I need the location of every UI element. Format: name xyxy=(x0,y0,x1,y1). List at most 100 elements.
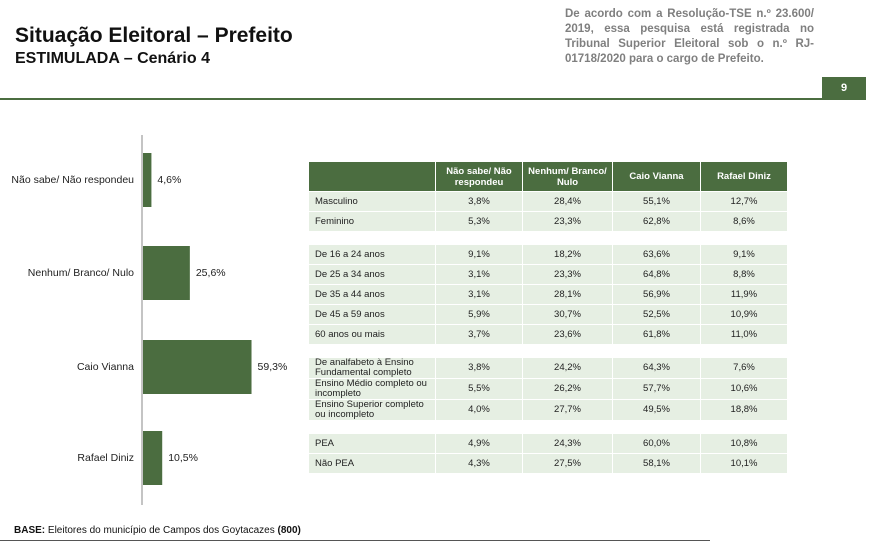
column-header: Rafael Diniz xyxy=(700,161,788,192)
footer-label: BASE: xyxy=(14,525,46,536)
cell: 8,6% xyxy=(700,211,788,232)
table-row: De 45 a 59 anos 5,9% 30,7% 52,5% 10,9% xyxy=(308,304,788,325)
cell: 60,0% xyxy=(612,433,701,454)
table-row: 60 anos ou mais 3,7% 23,6% 61,8% 11,0% xyxy=(308,324,788,345)
cell: 64,8% xyxy=(612,264,701,285)
table-row: De analfabeto à Ensino Fundamental compl… xyxy=(308,357,788,379)
cell: 11,0% xyxy=(700,324,788,345)
bar xyxy=(143,153,152,207)
bar xyxy=(143,246,190,300)
column-header: Nenhum/ Branco/ Nulo xyxy=(522,161,613,192)
row-label: Feminino xyxy=(308,211,436,232)
cell: 52,5% xyxy=(612,304,701,325)
cell: 11,9% xyxy=(700,284,788,305)
footer-text: Eleitores do município de Campos dos Goy… xyxy=(47,525,275,536)
subtitle: ESTIMULADA – Cenário 4 xyxy=(15,50,210,67)
data-table: Não sabe/ Não respondeu Nenhum/ Branco/ N… xyxy=(308,161,788,474)
cell: 7,6% xyxy=(700,357,788,379)
table-row: De 16 a 24 anos 9,1% 18,2% 63,6% 9,1% xyxy=(308,244,788,265)
table-row: PEA 4,9% 24,3% 60,0% 10,8% xyxy=(308,433,788,454)
value-label: 10,5% xyxy=(168,452,198,464)
cell: 4,3% xyxy=(435,453,523,474)
row-label: De 45 a 59 anos xyxy=(308,304,436,325)
cell: 56,9% xyxy=(612,284,701,305)
header-rule xyxy=(0,98,822,100)
table-row: Ensino Médio completo ou incompleto 5,5% 2… xyxy=(308,378,788,400)
cell: 3,1% xyxy=(435,264,523,285)
cell: 57,7% xyxy=(612,378,701,400)
group-gap xyxy=(308,231,788,245)
row-label: Ensino Superior completo ou incompleto xyxy=(308,399,436,421)
bar xyxy=(143,340,252,394)
cell: 26,2% xyxy=(522,378,613,400)
cell: 30,7% xyxy=(522,304,613,325)
cell: 18,8% xyxy=(700,399,788,421)
cell: 3,8% xyxy=(435,357,523,379)
cell: 3,8% xyxy=(435,191,523,212)
table-row: De 35 a 44 anos 3,1% 28,1% 56,9% 11,9% xyxy=(308,284,788,305)
row-label: De 35 a 44 anos xyxy=(308,284,436,305)
cell: 9,1% xyxy=(435,244,523,265)
gap-cell xyxy=(308,231,788,245)
cell: 62,8% xyxy=(612,211,701,232)
cell: 10,6% xyxy=(700,378,788,400)
cell: 64,3% xyxy=(612,357,701,379)
cell: 5,3% xyxy=(435,211,523,232)
footer: BASE: Eleitores do município de Campos d… xyxy=(14,525,301,536)
page-number: 9 xyxy=(822,77,866,100)
column-header: Não sabe/ Não respondeu xyxy=(435,161,523,192)
cell: 4,0% xyxy=(435,399,523,421)
cell: 28,1% xyxy=(522,284,613,305)
cell: 28,4% xyxy=(522,191,613,212)
chart: Não sabe/ Não respondeu 4,6% Nenhum/ Branc… xyxy=(11,135,288,505)
cell: 10,8% xyxy=(700,433,788,454)
group-gap xyxy=(308,344,788,358)
cell: 58,1% xyxy=(612,453,701,474)
cell: 5,5% xyxy=(435,378,523,400)
cell: 3,1% xyxy=(435,284,523,305)
column-header: Caio Vianna xyxy=(612,161,701,192)
cell: 27,7% xyxy=(522,399,613,421)
table-row: Não PEA 4,3% 27,5% 58,1% 10,1% xyxy=(308,453,788,474)
cell: 63,6% xyxy=(612,244,701,265)
category-label: Não sabe/ Não respondeu xyxy=(11,174,134,186)
registration-note: De acordo com a Resolução-TSE n.º 23.600… xyxy=(565,8,814,65)
gap-cell xyxy=(308,344,788,358)
cell: 24,2% xyxy=(522,357,613,379)
bar xyxy=(143,431,163,485)
corner-cell xyxy=(308,161,436,192)
cell: 18,2% xyxy=(522,244,613,265)
cell: 10,9% xyxy=(700,304,788,325)
value-label: 4,6% xyxy=(157,174,181,186)
cell: 49,5% xyxy=(612,399,701,421)
cell: 24,3% xyxy=(522,433,613,454)
cell: 61,8% xyxy=(612,324,701,345)
row-label: De 16 a 24 anos xyxy=(308,244,436,265)
cell: 55,1% xyxy=(612,191,701,212)
category-label: Nenhum/ Branco/ Nulo xyxy=(28,267,134,279)
table-row: De 25 a 34 anos 3,1% 23,3% 64,8% 8,8% xyxy=(308,264,788,285)
footer-count: (800) xyxy=(277,525,301,536)
category-label: Caio Vianna xyxy=(77,361,134,373)
cell: 23,6% xyxy=(522,324,613,345)
gap-cell xyxy=(308,420,788,434)
row-label: Não PEA xyxy=(308,453,436,474)
row-label: Ensino Médio completo ou incompleto xyxy=(308,378,436,400)
cell: 23,3% xyxy=(522,211,613,232)
cell: 12,7% xyxy=(700,191,788,212)
cell: 27,5% xyxy=(522,453,613,474)
cell: 4,9% xyxy=(435,433,523,454)
value-label: 25,6% xyxy=(196,267,226,279)
title: Situação Eleitoral – Prefeito xyxy=(15,24,293,47)
cell: 3,7% xyxy=(435,324,523,345)
category-label: Rafael Diniz xyxy=(77,452,134,464)
header-row: Não sabe/ Não respondeu Nenhum/ Branco/ N… xyxy=(308,161,788,192)
row-label: PEA xyxy=(308,433,436,454)
table-row: Masculino 3,8% 28,4% 55,1% 12,7% xyxy=(308,191,788,212)
cell: 8,8% xyxy=(700,264,788,285)
cell: 5,9% xyxy=(435,304,523,325)
value-label: 59,3% xyxy=(258,361,288,373)
row-label: De 25 a 34 anos xyxy=(308,264,436,285)
table-body: Masculino 3,8% 28,4% 55,1% 12,7% Feminino 5,3%… xyxy=(308,191,788,474)
